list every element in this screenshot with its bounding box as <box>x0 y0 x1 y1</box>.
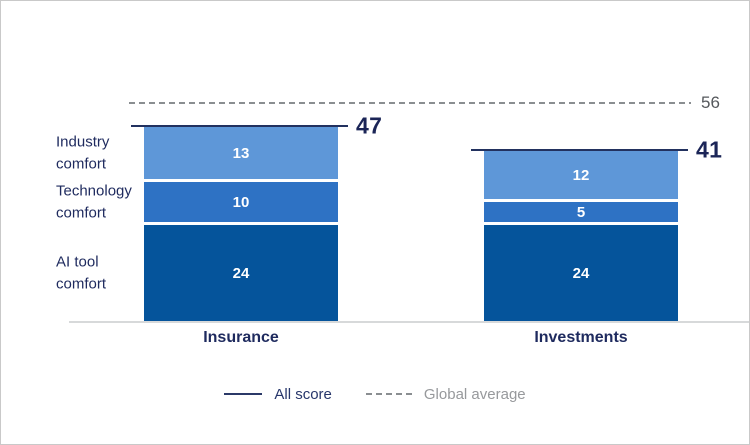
bar-stack: 12 5 24 <box>484 151 678 321</box>
segment-value: 5 <box>576 203 586 221</box>
bar-segment: 24 <box>484 225 678 321</box>
category-label: Insurance <box>203 329 279 346</box>
bar-stack: 13 10 24 <box>144 127 338 321</box>
segment-value: 10 <box>232 193 250 211</box>
total-score-value: 41 <box>696 136 723 163</box>
solid-line-swatch-icon <box>224 393 263 395</box>
legend: All score Global average <box>1 384 749 404</box>
legend-item-all-score: All score <box>224 386 332 403</box>
bar-segment: 10 <box>144 182 338 222</box>
dashed-line-swatch-icon <box>365 393 412 395</box>
legend-label: All score <box>274 385 332 403</box>
segment-value: 13 <box>232 144 250 162</box>
all-score-line <box>131 125 348 127</box>
bar-segment: 5 <box>484 202 678 222</box>
legend-item-global-average: Global average <box>365 385 526 403</box>
series-label: Industry comfort <box>56 133 110 172</box>
bar-segment: 12 <box>484 151 678 199</box>
legend-label: Global average <box>423 385 526 403</box>
all-score-line <box>471 149 688 151</box>
global-average-value: 56 <box>701 93 720 112</box>
series-label: Technology comfort <box>56 182 132 221</box>
category-label: Investments <box>534 329 628 346</box>
segment-value: 12 <box>572 166 590 184</box>
x-axis-baseline <box>69 321 749 323</box>
bar-segment: 24 <box>144 225 338 321</box>
segment-value: 24 <box>572 264 590 282</box>
total-score-value: 47 <box>356 112 383 139</box>
series-label: AI tool comfort <box>56 253 107 292</box>
segment-value: 24 <box>232 264 250 282</box>
global-average-dashed-line <box>129 102 691 104</box>
bar-segment: 13 <box>144 127 338 179</box>
